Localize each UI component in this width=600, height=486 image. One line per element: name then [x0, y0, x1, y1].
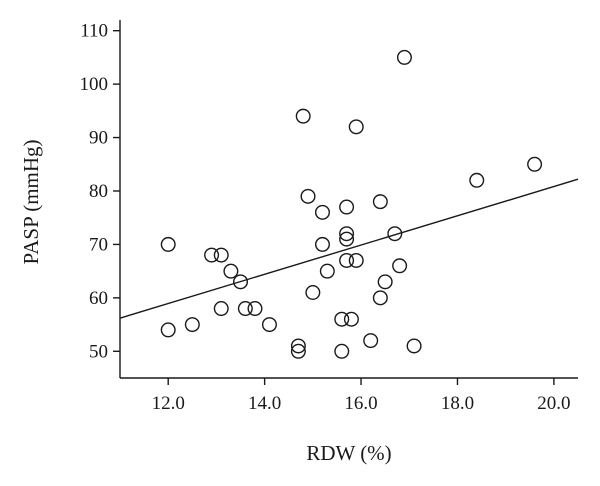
x-tick-label: 16.0: [344, 393, 377, 414]
data-point: [348, 119, 364, 135]
data-point: [334, 311, 350, 327]
y-axis-ticks: 50 60 70 80 90 100 110: [80, 21, 120, 362]
data-point: [387, 226, 403, 242]
data-point: [314, 204, 330, 220]
y-axis-title: PASP (mmHg): [19, 139, 43, 264]
regression-line-group: [119, 178, 579, 319]
data-points: [160, 49, 543, 359]
data-point: [363, 333, 379, 349]
data-point: [223, 263, 239, 279]
data-point: [213, 247, 229, 263]
data-point: [160, 322, 176, 338]
data-point: [305, 285, 321, 301]
y-tick-label: 100: [80, 74, 109, 95]
data-point: [339, 226, 355, 242]
x-tick-label: 20.0: [537, 393, 570, 414]
data-point: [372, 290, 388, 306]
x-axis-title: RDW (%): [306, 441, 391, 465]
y-tick-label: 80: [89, 181, 108, 202]
x-axis-ticks: 12.0 14.0 16.0 18.0 20.0: [152, 378, 571, 414]
data-point: [261, 317, 277, 333]
data-point: [377, 274, 393, 290]
axes: [119, 20, 578, 379]
data-point: [527, 156, 543, 172]
data-point: [184, 317, 200, 333]
data-point: [290, 343, 306, 359]
x-tick-label: 18.0: [441, 393, 474, 414]
data-point: [372, 194, 388, 210]
data-point: [339, 199, 355, 215]
data-point: [300, 188, 316, 204]
data-point: [339, 252, 355, 268]
data-point: [392, 258, 408, 274]
data-point: [406, 338, 422, 354]
y-tick-label: 90: [89, 128, 108, 149]
data-point: [314, 236, 330, 252]
data-point: [295, 108, 311, 124]
data-point: [213, 301, 229, 317]
y-tick-label: 60: [89, 288, 108, 309]
y-tick-label: 50: [89, 341, 108, 362]
data-point: [339, 231, 355, 247]
y-tick-label: 110: [80, 21, 108, 42]
data-point: [343, 311, 359, 327]
data-point: [290, 338, 306, 354]
data-point: [160, 236, 176, 252]
data-point: [237, 301, 253, 317]
data-point: [334, 343, 350, 359]
data-point: [396, 49, 412, 65]
data-point: [204, 247, 220, 263]
data-point: [319, 263, 335, 279]
regression-line: [119, 178, 579, 319]
y-tick-label: 70: [89, 234, 108, 255]
data-point: [469, 172, 485, 188]
x-tick-label: 12.0: [152, 393, 185, 414]
data-point: [348, 252, 364, 268]
data-point: [233, 274, 249, 290]
data-point: [247, 301, 263, 317]
x-tick-label: 14.0: [248, 393, 281, 414]
